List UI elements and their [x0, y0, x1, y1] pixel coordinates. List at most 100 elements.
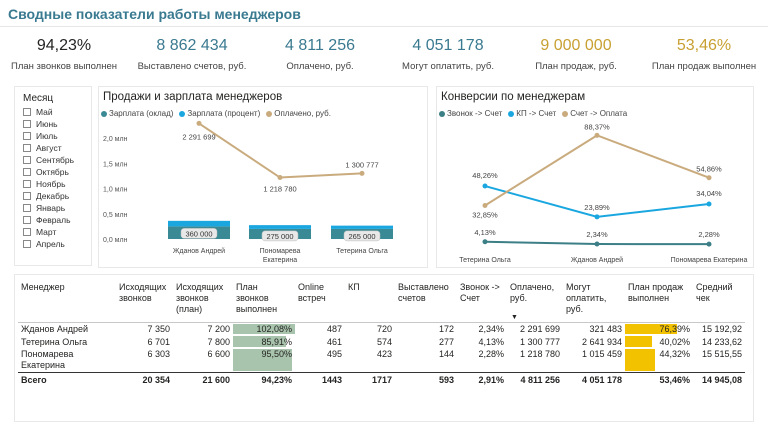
col-header[interactable]: Менеджер — [18, 280, 116, 323]
checkbox-icon[interactable] — [23, 204, 31, 212]
slicer-title: Месяц — [23, 93, 54, 104]
slicer-item-label: Февраль — [36, 215, 71, 225]
slicer-item-label: Апрель — [36, 239, 65, 249]
checkbox-icon[interactable] — [23, 240, 31, 248]
slicer-item[interactable]: Май — [23, 107, 53, 117]
x-tick-label: Жданов Андрей — [173, 247, 225, 255]
slicer-item[interactable]: Июль — [23, 131, 58, 141]
series-point — [706, 201, 712, 207]
cell-paid: 4 811 256 — [507, 372, 563, 387]
bar-label-box — [343, 230, 381, 242]
slicer-item[interactable]: Февраль — [23, 215, 71, 225]
checkbox-icon[interactable] — [23, 168, 31, 176]
kpi-value: 4 811 256 — [285, 37, 355, 54]
legend-dot-icon — [179, 110, 186, 117]
checkbox-icon[interactable] — [23, 132, 31, 140]
legend-label: Зарплата (оклад) — [109, 109, 174, 118]
col-header[interactable]: Средний чек — [693, 280, 745, 323]
slicer-item[interactable]: Октябрь — [23, 167, 69, 177]
col-header[interactable]: Выставлено счетов — [395, 280, 457, 323]
cell-kp: 720 — [376, 323, 392, 334]
cell-invoices: 593 — [395, 372, 457, 387]
bar-label-box — [261, 230, 299, 242]
table-row[interactable]: Жданов Андрей 7 350 7 200 102,08% 487 72… — [18, 322, 745, 335]
sales-plan-bar — [625, 336, 653, 347]
cell-online: 461 — [326, 336, 342, 347]
point-data-label: 48,26% — [472, 171, 498, 180]
x-tick-label: Тетерина Ольга — [336, 248, 388, 255]
legend-item[interactable]: Зарплата (процент) — [179, 109, 260, 118]
cell-avg-check: 15 515,55 — [701, 349, 742, 359]
chart-legend: Зарплата (оклад) Зарплата (процент) Опла… — [101, 109, 331, 118]
legend-item[interactable]: Звонок -> Счет — [439, 109, 502, 118]
cell-value: 40,02% — [659, 336, 690, 347]
checkbox-icon[interactable] — [23, 120, 31, 128]
table-header-row: Менеджер Исходящих звонков Исходящих зво… — [18, 280, 745, 323]
col-header[interactable]: Online встреч — [295, 280, 345, 323]
cell-invoices: 277 — [438, 336, 454, 347]
slicer-item[interactable]: Июнь — [23, 119, 58, 129]
month-slicer: Месяц Май Июнь Июль Август Сентябрь Октя… — [14, 86, 92, 266]
slicer-item-label: Январь — [36, 203, 66, 213]
slicer-item-label: Июль — [36, 131, 58, 141]
slicer-item[interactable]: Декабрь — [23, 191, 69, 201]
slicer-item[interactable]: Август — [23, 143, 62, 153]
slicer-item-label: Август — [36, 143, 62, 153]
legend-item[interactable]: Счет -> Оплата — [562, 109, 627, 118]
cell-invoices: 172 — [438, 323, 454, 334]
cell-manager: Пономарева Екатерина — [21, 349, 74, 370]
slicer-item[interactable]: Ноябрь — [23, 179, 66, 189]
call-plan-bar — [233, 336, 287, 347]
legend-item[interactable]: Зарплата (оклад) — [101, 109, 173, 118]
legend-item[interactable]: Оплачено, руб. — [266, 109, 331, 118]
col-header[interactable]: План продаж выполнен — [625, 280, 693, 323]
slicer-item-label: Июнь — [36, 119, 58, 129]
table-row[interactable]: Тетерина Ольга 6 701 7 800 85,91% 461 57… — [18, 335, 745, 348]
conversion-chart: Конверсии по менеджерам Звонок -> Счет К… — [436, 86, 754, 268]
cell-sales-plan-pct: 53,46% — [625, 372, 693, 387]
col-header[interactable]: Звонок -> Счет — [457, 280, 507, 323]
slicer-item[interactable]: Апрель — [23, 239, 65, 249]
series-point — [594, 214, 600, 220]
x-tick-label: Пономарева Екатерина — [671, 257, 748, 264]
slicer-item[interactable]: Март — [23, 227, 56, 237]
cell-call-plan-pct: 102,08% — [233, 322, 295, 335]
checkbox-icon[interactable] — [23, 192, 31, 200]
y-tick-label: 0,0 млн — [103, 237, 128, 244]
checkbox-icon[interactable] — [23, 216, 31, 224]
col-header[interactable]: План звонков выполнен — [233, 280, 295, 323]
managers-table: Менеджер Исходящих звонков Исходящих зво… — [18, 280, 745, 387]
kpi-sales-plan-done: 53,46% План продаж выполнен — [640, 36, 768, 72]
legend-item[interactable]: КП -> Счет — [508, 109, 556, 118]
cell-paid: 1 300 777 — [519, 336, 560, 347]
cell-kp: 574 — [376, 336, 392, 347]
slicer-item[interactable]: Январь — [23, 203, 65, 213]
cell-avg-check: 14 945,08 — [693, 372, 745, 387]
bar-label-box — [180, 228, 218, 239]
col-header[interactable]: Могут оплатить, руб. — [563, 280, 625, 323]
point-data-label: 54,86% — [696, 165, 722, 174]
checkbox-icon[interactable] — [23, 180, 31, 188]
cell-calls-plan: 7 800 — [207, 336, 230, 347]
cell-calls: 6 303 — [147, 349, 170, 359]
col-header[interactable]: Исходящих звонков — [116, 280, 173, 323]
cell-avg-check: 14 233,62 — [701, 336, 742, 347]
checkbox-icon[interactable] — [23, 228, 31, 236]
slicer-item[interactable]: Сентябрь — [23, 155, 74, 165]
kpi-label: Могут оплатить, руб. — [402, 61, 494, 72]
salary-percent-bar — [168, 220, 230, 227]
slicer-item-label: Март — [36, 227, 57, 237]
checkbox-icon[interactable] — [23, 144, 31, 152]
col-header[interactable]: Исходящих звонков (план) — [173, 280, 233, 323]
cell-value: 85,91% — [261, 336, 292, 347]
slicer-item-label: Сентябрь — [36, 155, 75, 165]
col-header[interactable]: Оплачено, руб. ▼ — [507, 280, 563, 323]
kpi-label: План продаж выполнен — [651, 61, 757, 72]
title-divider — [0, 26, 768, 27]
table-row[interactable]: Пономарева Екатерина 6 303 6 600 95,50% … — [18, 348, 745, 373]
checkbox-icon[interactable] — [23, 108, 31, 116]
checkbox-icon[interactable] — [23, 156, 31, 164]
kpi-value: 8 862 434 — [156, 37, 228, 54]
col-header[interactable]: КП — [345, 280, 395, 323]
